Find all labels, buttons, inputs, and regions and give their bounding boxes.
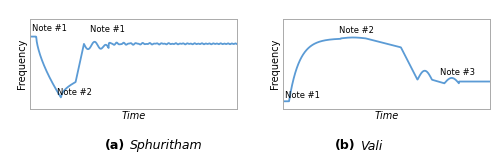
Y-axis label: Frequency: Frequency [270,38,280,89]
Text: Note #2: Note #2 [57,88,92,97]
Text: (b): (b) [334,140,355,153]
X-axis label: Time: Time [374,111,398,121]
Text: Note #2: Note #2 [338,26,374,35]
Text: Note #1: Note #1 [285,91,320,100]
Text: Vali: Vali [360,140,382,153]
Text: (a): (a) [104,140,125,153]
Y-axis label: Frequency: Frequency [17,38,27,89]
Text: Note #1: Note #1 [32,24,67,33]
Text: Sphuritham: Sphuritham [130,140,202,153]
X-axis label: Time: Time [122,111,146,121]
Text: Note #1: Note #1 [90,25,125,34]
Text: Note #3: Note #3 [440,68,476,77]
